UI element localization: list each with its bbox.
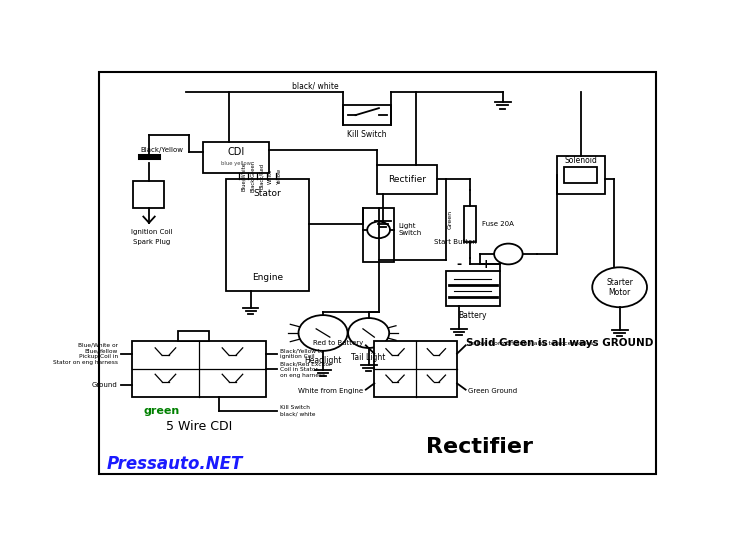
- Text: Rectifier: Rectifier: [426, 437, 534, 457]
- Text: White from Engine: White from Engine: [298, 388, 363, 394]
- Text: Fuse 20A: Fuse 20A: [482, 221, 514, 227]
- Bar: [177, 331, 209, 341]
- Text: Rectifier: Rectifier: [388, 174, 426, 184]
- Text: -: -: [456, 258, 461, 271]
- Text: Headlight: Headlight: [304, 355, 342, 364]
- Text: Black/Yellow: Black/Yellow: [141, 147, 183, 153]
- Bar: [363, 208, 394, 262]
- Text: Blue/White or
Blue/Yellow
Pickup Coil in
Stator on eng harness: Blue/White or Blue/Yellow Pickup Coil in…: [53, 342, 118, 365]
- Bar: [226, 179, 309, 292]
- Circle shape: [299, 315, 347, 351]
- Bar: [203, 141, 269, 173]
- Text: Spark Plug: Spark Plug: [133, 239, 171, 245]
- Text: White: White: [268, 168, 273, 184]
- Text: Start Button: Start Button: [434, 239, 477, 245]
- Circle shape: [592, 267, 647, 307]
- Text: Black/Red Excitor
Coil in Stator
on eng harness: Black/Red Excitor Coil in Stator on eng …: [280, 361, 332, 377]
- Bar: [133, 181, 164, 208]
- Text: Solid Green is all ways GROUND: Solid Green is all ways GROUND: [466, 339, 654, 348]
- Bar: [565, 167, 598, 183]
- Text: Starter
Motor: Starter Motor: [606, 278, 633, 297]
- Text: Red to Battery: Red to Battery: [313, 340, 363, 346]
- Text: green: green: [144, 406, 180, 416]
- Text: Kill Switch: Kill Switch: [347, 130, 387, 139]
- Bar: [375, 341, 457, 397]
- Text: Green: Green: [447, 210, 453, 230]
- Circle shape: [348, 318, 389, 348]
- Text: CDI: CDI: [227, 147, 244, 157]
- Text: Black/Green: Black/Green: [250, 160, 255, 192]
- Bar: [343, 105, 392, 125]
- Bar: [132, 341, 266, 397]
- Text: +: +: [481, 258, 492, 271]
- Text: Ignition Coil: Ignition Coil: [131, 229, 173, 235]
- Bar: [557, 156, 605, 194]
- Text: Yellow: Yellow: [277, 168, 283, 184]
- Bar: [464, 206, 476, 241]
- Text: Stator: Stator: [253, 189, 281, 198]
- Text: Blue/White: Blue/White: [241, 161, 246, 191]
- Text: Solenoid: Solenoid: [565, 156, 598, 165]
- Text: Green Ground: Green Ground: [468, 388, 517, 394]
- Text: Black/Red: Black/Red: [259, 163, 264, 189]
- Circle shape: [367, 221, 390, 238]
- Bar: [445, 271, 500, 306]
- Bar: [377, 165, 437, 194]
- Text: Engine: Engine: [252, 273, 283, 282]
- Text: Battery: Battery: [459, 310, 487, 320]
- Circle shape: [494, 244, 523, 265]
- Text: Tail Light: Tail Light: [352, 353, 386, 362]
- Text: Yellow from Engine / also to accessories: Yellow from Engine / also to accessories: [468, 341, 594, 346]
- Text: Ground: Ground: [92, 382, 118, 388]
- Text: blue yellow: blue yellow: [221, 161, 251, 166]
- Text: 5 Wire CDI: 5 Wire CDI: [166, 420, 232, 433]
- Text: Pressauto.NET: Pressauto.NET: [106, 455, 243, 473]
- Text: Light
Switch: Light Switch: [398, 224, 422, 237]
- Text: black/ white: black/ white: [291, 82, 339, 91]
- Text: Black/Yellow to
ignition Coil: Black/Yellow to ignition Coil: [280, 348, 324, 359]
- Text: Kill Switch
black/ white: Kill Switch black/ white: [280, 406, 316, 416]
